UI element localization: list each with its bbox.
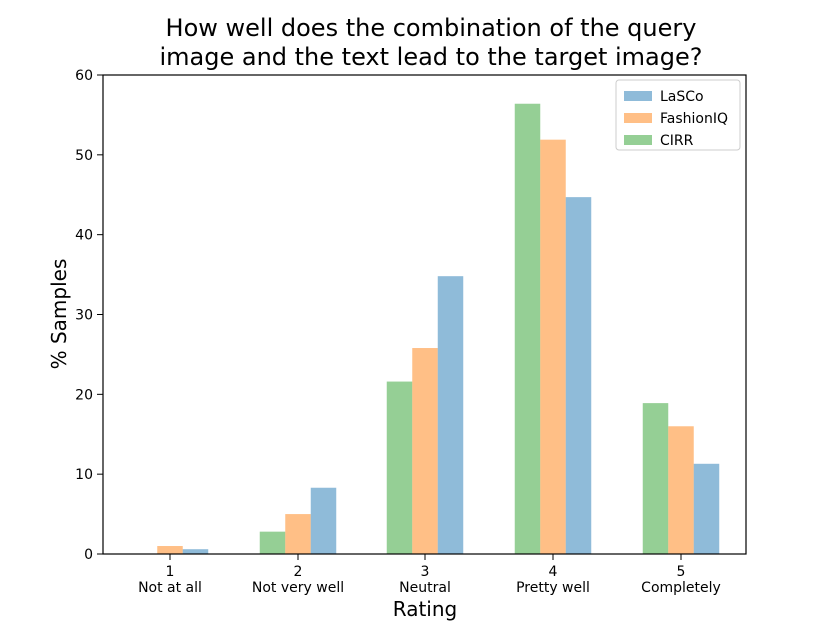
legend: LaSCo FashionIQ CIRR (615, 79, 741, 151)
legend-label-cirr: CIRR (660, 133, 694, 149)
x-tick-number-5: 5 (677, 564, 686, 580)
bar-cirr-4 (514, 103, 541, 555)
chart-title: How well does the combination of the que… (159, 14, 702, 71)
bar-fashioniq-2 (285, 514, 311, 554)
bar-cirr-5 (642, 403, 669, 554)
y-tick-label-10: 10 (75, 467, 93, 483)
y-tick-label-50: 50 (75, 148, 93, 164)
y-tick-label-40: 40 (75, 228, 93, 244)
bars-group (157, 103, 720, 555)
bar-cirr-2 (259, 531, 286, 554)
x-tick-label-5: Completely (641, 580, 721, 596)
y-tick-label-30: 30 (75, 308, 93, 324)
chart-title-line-1: How well does the combination of the que… (166, 14, 697, 42)
legend-swatch-fashioniq (624, 113, 652, 123)
bar-lasco-2 (310, 487, 337, 554)
chart-title-line-2: image and the text lead to the target im… (159, 43, 702, 71)
y-axis: 0 10 20 30 40 50 60 (75, 68, 103, 563)
bar-cirr-3 (386, 381, 413, 554)
y-tick-label-60: 60 (75, 68, 93, 84)
x-tick-number-2: 2 (294, 564, 303, 580)
y-axis-label: % Samples (47, 259, 71, 370)
x-tick-label-1: Not at all (138, 580, 202, 596)
bar-lasco-5 (693, 463, 720, 554)
legend-swatch-cirr (624, 135, 652, 145)
legend-label-fashioniq: FashionIQ (660, 111, 728, 127)
bar-lasco-1 (182, 549, 209, 554)
x-tick-number-3: 3 (421, 564, 430, 580)
legend-swatch-lasco (624, 91, 652, 101)
x-tick-label-2: Not very well (252, 580, 344, 596)
plot-frame (102, 74, 747, 555)
x-tick-number-1: 1 (166, 564, 175, 580)
bar-fashioniq-1 (157, 546, 183, 554)
bar-lasco-4 (565, 197, 592, 554)
x-tick-label-3: Neutral (399, 580, 451, 596)
x-tick-label-4: Pretty well (516, 580, 590, 596)
bar-fashioniq-3 (412, 348, 438, 554)
x-axis-label: Rating (393, 597, 457, 621)
bar-fashioniq-4 (540, 139, 566, 555)
legend-label-lasco: LaSCo (660, 89, 704, 105)
bar-fashioniq-5 (668, 426, 694, 554)
bar-lasco-3 (437, 276, 464, 554)
y-tick-label-0: 0 (84, 547, 93, 563)
y-tick-label-20: 20 (75, 387, 93, 403)
x-tick-number-4: 4 (549, 564, 558, 580)
